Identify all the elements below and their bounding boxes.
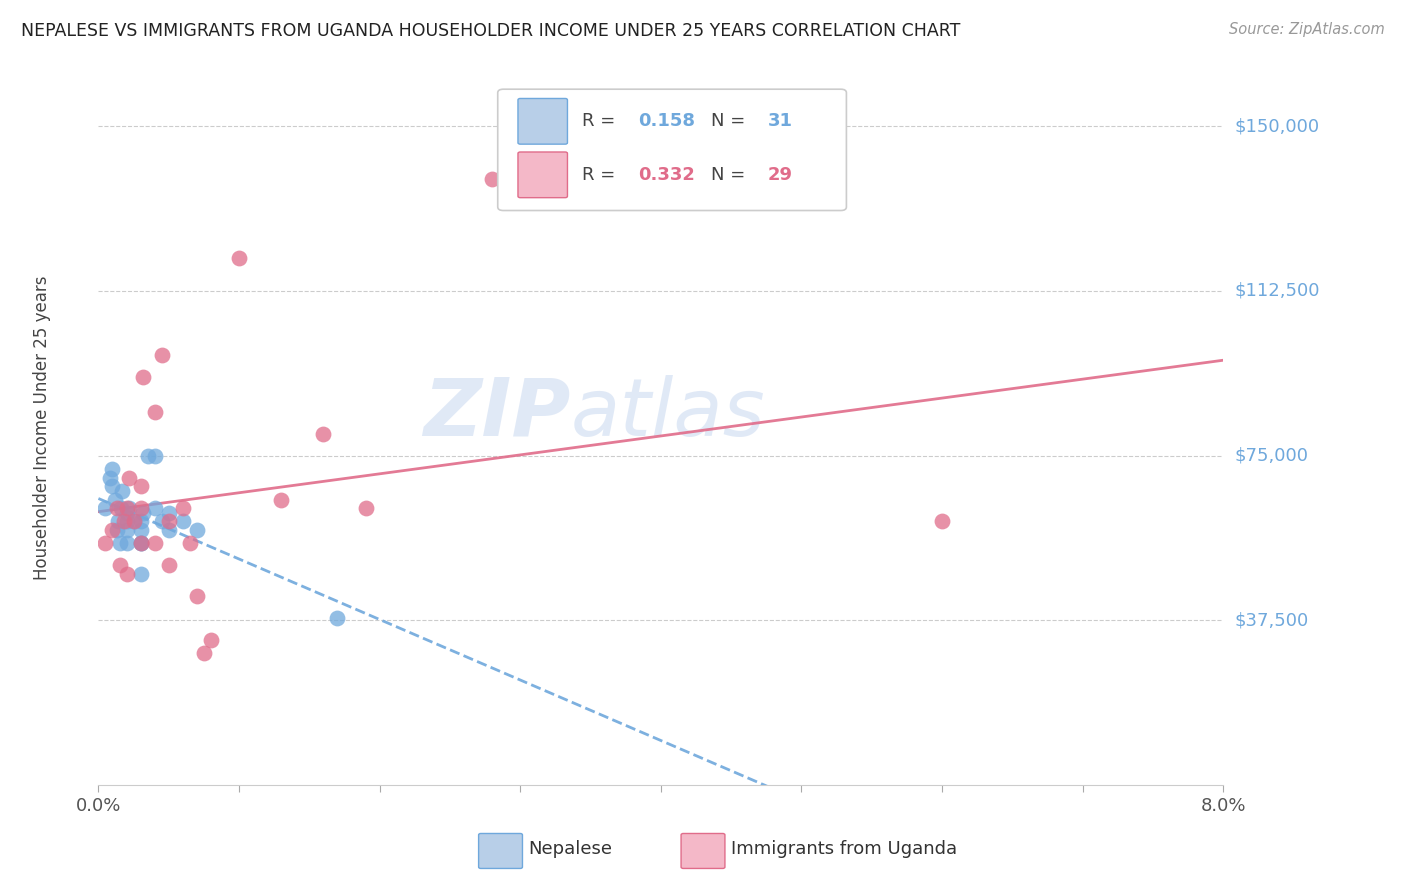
Point (186, 523, 208, 537)
Point (98, 470, 121, 484)
FancyBboxPatch shape (517, 152, 568, 198)
FancyBboxPatch shape (478, 833, 523, 869)
Text: $150,000: $150,000 (1234, 117, 1319, 136)
Text: N =: N = (711, 112, 751, 130)
Text: Immigrants from Uganda: Immigrants from Uganda (731, 840, 956, 858)
Text: $37,500: $37,500 (1234, 611, 1309, 629)
Point (115, 523, 138, 537)
Point (150, 515, 173, 529)
Point (143, 536, 166, 550)
Text: Source: ZipAtlas.com: Source: ZipAtlas.com (1229, 22, 1385, 37)
Point (143, 449, 166, 463)
Text: R =: R = (582, 112, 621, 130)
Point (132, 506, 155, 520)
Point (172, 515, 194, 529)
Point (112, 515, 135, 529)
Point (122, 515, 145, 529)
Point (104, 492, 127, 507)
Point (270, 492, 292, 507)
Point (931, 515, 953, 529)
FancyBboxPatch shape (498, 89, 846, 211)
Point (157, 506, 180, 520)
Point (312, 426, 335, 441)
Point (326, 611, 349, 625)
Text: $75,000: $75,000 (1234, 447, 1309, 465)
Point (354, 501, 377, 516)
Point (110, 501, 132, 516)
Point (193, 646, 215, 660)
Point (129, 479, 152, 493)
Point (143, 501, 166, 516)
FancyBboxPatch shape (681, 833, 725, 869)
Point (105, 501, 128, 516)
Text: 31: 31 (768, 112, 793, 130)
Point (129, 515, 152, 529)
Point (132, 369, 155, 384)
Text: $112,500: $112,500 (1234, 282, 1320, 300)
Text: Householder Income Under 25 years: Householder Income Under 25 years (34, 276, 51, 581)
Point (172, 501, 194, 516)
Point (129, 536, 152, 550)
Point (129, 523, 152, 537)
Point (157, 558, 180, 573)
FancyBboxPatch shape (517, 98, 568, 145)
Point (157, 523, 180, 537)
Point (108, 536, 131, 550)
Point (101, 523, 124, 537)
Text: N =: N = (711, 166, 751, 184)
Point (118, 501, 141, 516)
Point (107, 515, 129, 529)
Point (129, 567, 152, 582)
Point (118, 470, 141, 484)
Text: 0.332: 0.332 (638, 166, 695, 184)
Text: atlas: atlas (571, 375, 766, 453)
Point (111, 483, 134, 498)
Point (115, 506, 138, 520)
Point (94, 536, 117, 550)
Point (228, 251, 250, 265)
Point (105, 523, 128, 537)
Point (115, 567, 138, 582)
Text: ZIP: ZIP (423, 375, 571, 453)
Point (143, 405, 166, 419)
Point (157, 515, 180, 529)
Text: 0.158: 0.158 (638, 112, 696, 130)
Point (115, 536, 138, 550)
Point (108, 558, 131, 573)
Point (481, 172, 503, 186)
Text: R =: R = (582, 166, 621, 184)
Text: NEPALESE VS IMMIGRANTS FROM UGANDA HOUSEHOLDER INCOME UNDER 25 YEARS CORRELATION: NEPALESE VS IMMIGRANTS FROM UGANDA HOUSE… (21, 22, 960, 40)
Point (129, 536, 152, 550)
Point (122, 515, 145, 529)
Point (115, 501, 138, 516)
Point (101, 479, 124, 493)
Point (129, 501, 152, 516)
Point (94, 501, 117, 516)
Text: 29: 29 (768, 166, 793, 184)
Point (136, 449, 159, 463)
Point (186, 589, 208, 603)
Point (179, 536, 201, 550)
Text: Nepalese: Nepalese (529, 840, 612, 858)
Point (101, 462, 124, 476)
Point (115, 515, 138, 529)
Point (200, 633, 222, 648)
Point (129, 536, 152, 550)
Point (150, 348, 173, 362)
